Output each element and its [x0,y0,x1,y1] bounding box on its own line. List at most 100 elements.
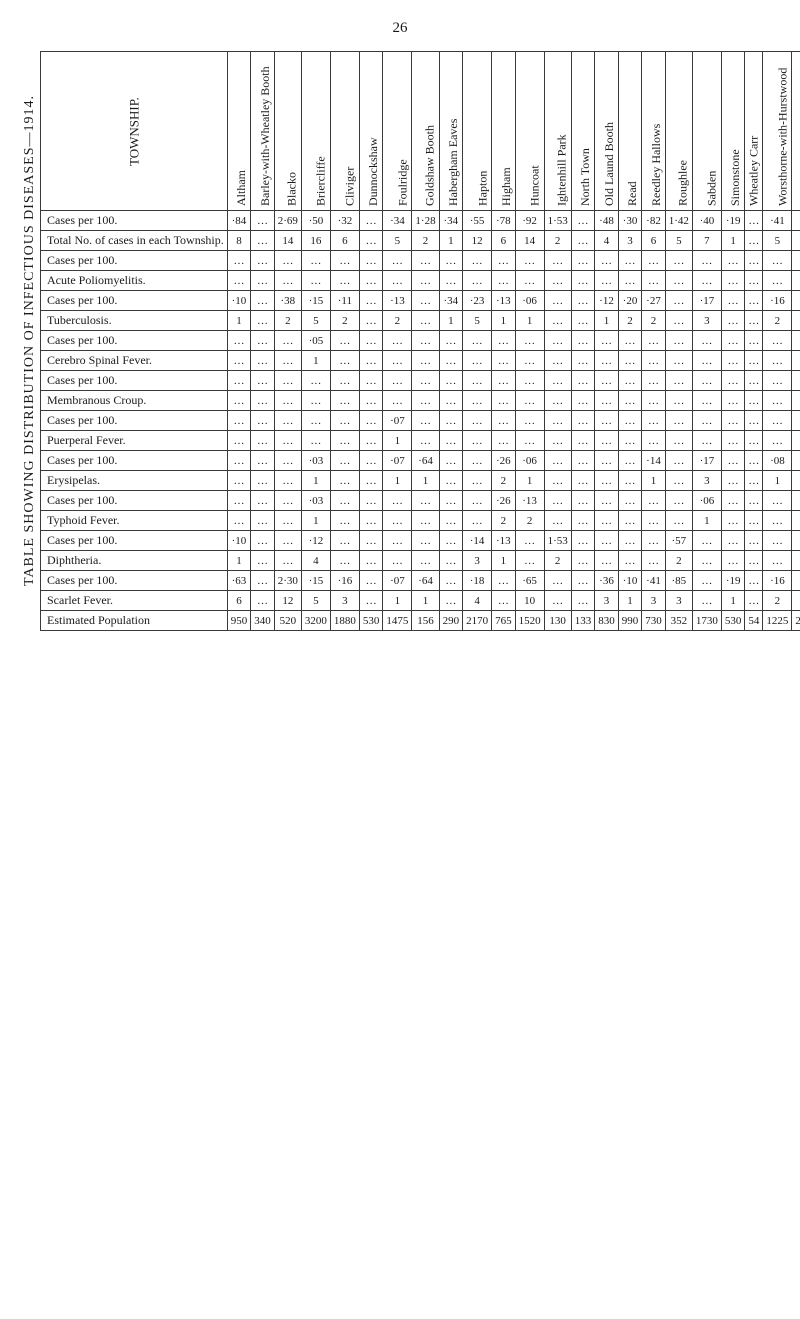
cell: … [595,551,619,571]
cell: … [721,271,745,291]
cell: … [463,411,492,431]
township-header: Dunnockshaw [359,52,383,211]
cell: … [745,551,763,571]
township-header: Roughlee [665,52,692,211]
cell: ·16 [763,571,792,591]
cell: … [359,491,383,511]
cell: 530 [359,611,383,631]
cell: 1 [763,471,792,491]
cell: 765 [492,611,516,631]
cell: 1 [439,311,463,331]
cell: 2 [544,551,571,571]
cell: 5 [301,591,330,611]
cell: … [383,371,412,391]
row-label: Cases per 100. [41,251,228,271]
cell: … [227,431,251,451]
cell: 2 [383,311,412,331]
row-label: Cases per 100. [41,531,228,551]
cell: … [359,571,383,591]
cell: … [330,451,359,471]
cell: 12 [463,231,492,251]
cell: … [274,431,301,451]
cell: … [251,431,275,451]
cell: … [692,371,721,391]
cell: … [301,271,330,291]
cell: … [412,311,439,331]
cell: ·50 [301,211,330,231]
cell: … [642,251,666,271]
cell: … [544,311,571,331]
cell: … [745,271,763,291]
cell: 1 [492,311,516,331]
cell: … [745,391,763,411]
cell: 2·30 [274,571,301,591]
cell: … [692,351,721,371]
cell: ·07 [383,451,412,471]
table-row: Cerebro Spinal Fever.………1………………………………………… [41,351,800,371]
cell: ·84 [227,211,251,231]
cell: … [745,411,763,431]
cell: 730 [642,611,666,631]
cell: … [571,551,595,571]
cell: … [544,271,571,291]
table-row: Cases per 100.………………·07………………………………………·0… [41,411,800,431]
cell: … [251,451,275,471]
cell: … [745,231,763,251]
row-label: Scarlet Fever. [41,591,228,611]
corner-label: TOWNSHIP. [41,52,228,211]
cell: … [251,291,275,311]
cell: ·10 [227,291,251,311]
township-header: Blacko [274,52,301,211]
cell: ·78 [492,211,516,231]
township-header: Total [792,52,800,211]
cell: … [330,471,359,491]
cell: … [439,351,463,371]
township-header: Simonstone [721,52,745,211]
township-header-row: TOWNSHIP. AlthamBarley-with-Wheatley Boo… [41,52,800,211]
cell: 7 [692,231,721,251]
cell: … [544,411,571,431]
cell: 1 [515,311,544,331]
cell: … [359,351,383,371]
cell: 3200 [301,611,330,631]
cell: ·14 [792,291,800,311]
cell: … [642,351,666,371]
cell: 5 [301,311,330,331]
cell: ·07 [383,571,412,591]
cell: … [251,591,275,611]
cell: … [745,371,763,391]
cell: 12 [274,591,301,611]
cell: … [274,411,301,431]
cell: … [665,431,692,451]
cell: … [571,331,595,351]
cell: … [274,531,301,551]
cell: … [763,491,792,511]
cell: … [383,391,412,411]
cell: … [692,251,721,271]
cell: … [463,271,492,291]
cell: … [642,371,666,391]
cell: 2170 [463,611,492,631]
township-header: Cliviger [330,52,359,211]
row-label: Erysipelas. [41,471,228,491]
cell: … [359,531,383,551]
cell: ·34 [439,211,463,231]
cell: ·38 [274,291,301,311]
cell: ·65 [515,571,544,591]
cell: … [745,491,763,511]
cell: … [227,351,251,371]
cell: 1·28 [412,211,439,231]
cell: … [571,471,595,491]
cell: … [544,251,571,271]
cell: … [515,531,544,551]
cell: 950 [227,611,251,631]
cell: … [595,271,619,291]
cell: … [439,411,463,431]
cell: 1 [301,351,330,371]
cell: … [492,251,516,271]
cell: … [571,231,595,251]
row-label: Cases per 100. [41,571,228,591]
cell: … [792,371,800,391]
cell: … [763,271,792,291]
row-label: Cases per 100. [41,371,228,391]
